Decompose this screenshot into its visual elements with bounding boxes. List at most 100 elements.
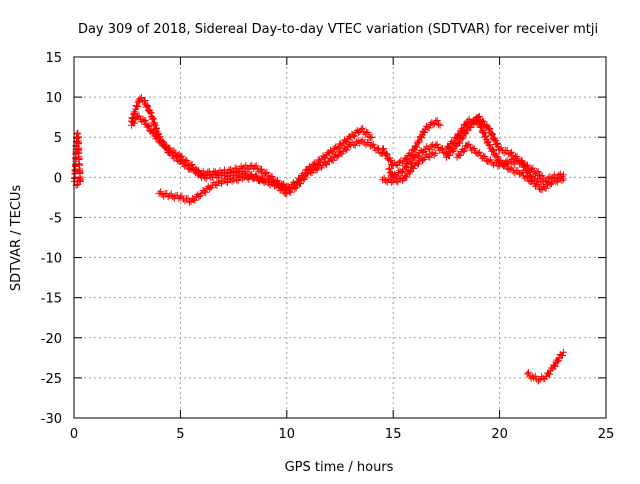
data-point [486, 125, 494, 133]
data-point [144, 122, 152, 130]
data-point [436, 121, 444, 129]
data-point [426, 153, 434, 161]
data-point [134, 103, 142, 111]
data-point [368, 133, 376, 141]
data-point [456, 131, 464, 139]
data-point [420, 128, 428, 136]
data-point [308, 169, 316, 177]
y-tick-label: 5 [54, 131, 62, 146]
y-tick-label: -30 [41, 412, 62, 427]
data-point [509, 158, 517, 166]
data-point [252, 162, 260, 170]
data-point [542, 184, 550, 192]
data-point [166, 144, 174, 152]
data-point [141, 96, 149, 104]
data-point [462, 122, 470, 130]
data-point [467, 118, 475, 126]
data-point [228, 177, 236, 185]
data-point [449, 147, 457, 155]
data-point [450, 138, 458, 146]
data-point [450, 146, 458, 154]
data-point [394, 161, 402, 169]
data-point [301, 174, 309, 182]
data-point [277, 183, 285, 191]
data-point [551, 362, 559, 370]
data-point [518, 158, 526, 166]
data-point [486, 156, 494, 164]
data-point [531, 372, 539, 380]
data-points [70, 94, 567, 385]
data-point [382, 177, 390, 185]
data-point [147, 109, 155, 117]
data-point [446, 152, 454, 160]
data-point [178, 192, 186, 200]
data-point [485, 157, 493, 165]
data-point [74, 181, 82, 189]
data-point [222, 171, 230, 179]
data-point [150, 120, 158, 128]
data-point [359, 124, 367, 132]
data-point [145, 122, 153, 130]
data-point [312, 166, 320, 174]
data-point [224, 179, 232, 187]
data-point [432, 149, 440, 157]
x-axis-label: GPS time / hours [285, 460, 394, 475]
data-point [183, 157, 191, 165]
data-point [166, 192, 174, 200]
data-point [449, 139, 457, 147]
data-point [154, 134, 162, 142]
data-point [476, 123, 484, 131]
data-point [515, 170, 523, 178]
data-point [418, 134, 426, 142]
data-point [489, 146, 497, 154]
data-point [489, 146, 497, 154]
data-point [265, 179, 273, 187]
data-point [554, 358, 562, 366]
data-point [488, 147, 496, 155]
data-point [263, 176, 271, 184]
grid-lines [74, 57, 606, 418]
y-tick-label: -25 [41, 372, 62, 387]
y-tick-label: -5 [49, 211, 62, 226]
data-point [388, 179, 396, 187]
data-point [143, 101, 151, 109]
data-point [385, 165, 393, 173]
y-tick-label: -15 [41, 292, 62, 307]
data-point [202, 188, 210, 196]
data-point [153, 124, 161, 132]
data-point [379, 145, 387, 153]
data-point [151, 121, 159, 129]
y-axis-label: SDTVAR / TECUs [9, 185, 24, 292]
data-point [75, 177, 83, 185]
data-point [476, 148, 484, 156]
data-point [438, 145, 446, 153]
x-tick-label: 25 [598, 427, 615, 442]
data-point [494, 162, 502, 170]
data-point [178, 152, 186, 160]
y-tick-label: -20 [41, 332, 62, 347]
data-point [525, 369, 533, 377]
data-point [500, 161, 508, 169]
data-point [432, 117, 440, 125]
data-point [313, 165, 321, 173]
data-point [131, 119, 139, 127]
data-point [529, 176, 537, 184]
data-point [262, 177, 270, 185]
data-point [191, 165, 199, 173]
data-point [351, 132, 359, 140]
data-point [407, 167, 415, 175]
data-point [427, 142, 435, 150]
data-point [425, 124, 433, 132]
data-point [258, 165, 266, 173]
data-point [169, 193, 177, 201]
data-point [300, 176, 308, 184]
x-tick-label: 20 [491, 427, 508, 442]
data-point [470, 145, 478, 153]
data-point [251, 173, 259, 181]
data-point [427, 150, 435, 158]
data-point [482, 132, 490, 140]
data-point [485, 125, 493, 133]
data-point [415, 139, 423, 147]
data-point [534, 377, 542, 385]
data-point [395, 158, 403, 166]
